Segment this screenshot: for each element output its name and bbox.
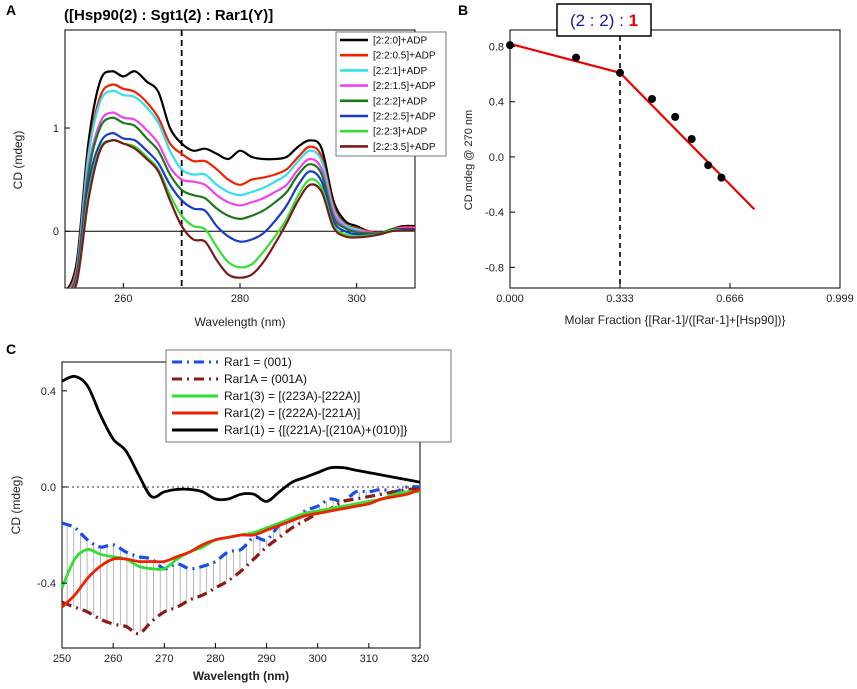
panel-c-legend-label: Rar1(1) = {[(221A)-[(210A)+(010)]} <box>224 423 407 437</box>
panel-c-xtick-label: 250 <box>53 653 71 665</box>
panel-a-xtick-label: 300 <box>347 293 365 305</box>
panel-c-series-line <box>61 485 421 571</box>
panel-c-series-line <box>61 488 421 609</box>
panel-c-ylabel: CD (mdeg) <box>9 476 23 535</box>
panel-b-plot-frame <box>509 29 841 289</box>
panel-b-xtick-label: 0.000 <box>496 293 524 305</box>
panel-b-fit-line <box>619 71 756 211</box>
panel-c-legend-label: Rar1(2) = [(222A)-[221A)] <box>224 406 360 420</box>
panel-b-ytick-label: 0.0 <box>489 152 504 164</box>
panel-c-xtick-label: 290 <box>257 653 275 665</box>
panel-b-stoichiometry-label: (2 : 2) : 1 <box>570 11 638 30</box>
panel-a-legend-label: [2:2:3.5]+ADP <box>373 142 436 153</box>
panel-a-xtick-label: 280 <box>231 293 249 305</box>
panel-b-series <box>506 41 756 211</box>
panel-a: A ([Hsp90(2) : Sgt1(2) : Rar1(Y)] 260 280… <box>6 2 447 329</box>
panel-b-ticks: 0.000 0.333 0.666 0.999 -0.8 -0.4 0.0 0.4 0.8 <box>485 42 854 305</box>
panel-a-legend-label: [2:2:0.5]+ADP <box>373 51 436 62</box>
panel-c-series-line <box>61 374 421 503</box>
panel-b-xtick-label: 0.333 <box>606 293 634 305</box>
panel-b-ylabel: CD mdeg @ 270 nm <box>463 110 475 210</box>
panel-a-legend-label: [2:2:2]+ADP <box>373 96 428 107</box>
panel-b-data-point <box>648 94 657 103</box>
panel-b-xlabel: Molar Fraction {[Rar-1]/([Rar-1]+[Hsp90]… <box>564 313 785 327</box>
panel-c-legend-label: Rar1 = (001) <box>224 355 292 369</box>
panel-c-xlabel: Wavelength (nm) <box>193 669 289 683</box>
panel-a-legend-items: [2:2:0]+ADP [2:2:0.5]+ADP [2:2:1]+ADP [2:2:… <box>340 36 436 153</box>
panel-a-xlabel: Wavelength (nm) <box>195 315 286 329</box>
panel-b-data-point <box>704 161 713 170</box>
panel-b-fit-line <box>509 42 621 74</box>
panel-b-data-point <box>506 41 514 50</box>
panel-a-series-line <box>73 139 415 288</box>
panel-c: C 250 260 270 280 290 300 310 320 -0.4 0.0 0.4 Rar… <box>6 341 452 683</box>
panel-c-xtick-label: 270 <box>155 653 173 665</box>
panel-b-data-point <box>616 68 624 77</box>
panel-b-data-point <box>572 53 581 62</box>
panel-a-series-line <box>71 132 415 288</box>
panel-a-legend-label: [2:2:1]+ADP <box>373 66 428 77</box>
panel-c-xtick-label: 300 <box>309 653 327 665</box>
panel-b-ytick-label: 0.8 <box>489 42 504 54</box>
panel-a-series-line <box>69 89 415 288</box>
panel-c-legend-items: Rar1 = (001) Rar1A = (001A) Rar1(3) = [(22… <box>172 355 407 437</box>
panel-a-legend-label: [2:2:1.5]+ADP <box>373 81 436 92</box>
panel-a-ytick-label: 1 <box>53 123 59 135</box>
panel-c-xtick-label: 310 <box>360 653 378 665</box>
panel-c-series-line <box>61 487 421 636</box>
panel-a-series-line <box>66 70 415 288</box>
panel-c-ytick-label: -0.4 <box>37 578 56 590</box>
panel-b-xtick-label: 0.999 <box>826 293 854 305</box>
panel-b-data-point <box>687 134 696 143</box>
panel-b-data-point <box>717 173 726 182</box>
panel-c-ytick-label: 0.4 <box>41 386 56 398</box>
panel-a-title: ([Hsp90(2) : Sgt1(2) : Rar1(Y)] <box>64 7 273 24</box>
panel-c-legend-label: Rar1A = (001A) <box>224 372 307 386</box>
panel-a-series-line <box>70 116 415 288</box>
panel-c-series <box>60 374 421 636</box>
panel-c-xtick-label: 320 <box>411 653 429 665</box>
panel-b-stoichiometry-box <box>556 3 652 37</box>
panel-b-xtick-label: 0.666 <box>716 293 744 305</box>
panel-a-legend <box>335 31 447 157</box>
panel-a-ylabel: CD (mdeg) <box>11 131 25 190</box>
panel-a-ytick-label: 0 <box>53 226 59 238</box>
panel-c-legend-label: Rar1(3) = [(223A)-[222A)] <box>224 389 360 403</box>
panel-c-xtick-label: 260 <box>104 653 122 665</box>
panel-c-ticks: 250 260 270 280 290 300 310 320 -0.4 0.0 0.4 <box>37 386 429 665</box>
panel-b-ytick-label: -0.4 <box>485 207 504 219</box>
panel-a-legend-label: [2:2:2.5]+ADP <box>373 112 436 123</box>
panel-b: B 0.000 0.333 0.666 0.999-0.8-0.40.00.40.8 … <box>458 2 854 327</box>
panel-a-legend-label: [2:2:3]+ADP <box>373 127 428 138</box>
panel-b-data-point <box>671 112 680 121</box>
panel-a-ticks: 260 280 300 0 1 <box>53 123 366 305</box>
panel-c-label: C <box>6 341 16 357</box>
panel-a-xtick-label: 260 <box>114 293 132 305</box>
panel-c-xtick-label: 280 <box>206 653 224 665</box>
panel-b-ytick-label: 0.4 <box>489 97 504 109</box>
panel-a-series <box>66 70 415 288</box>
panel-a-label: A <box>6 2 16 18</box>
panel-c-ytick-label: 0.0 <box>41 482 56 494</box>
panel-b-ytick-label: -0.8 <box>485 262 504 274</box>
panel-a-legend-label: [2:2:0]+ADP <box>373 36 428 47</box>
panel-b-label: B <box>458 2 468 18</box>
